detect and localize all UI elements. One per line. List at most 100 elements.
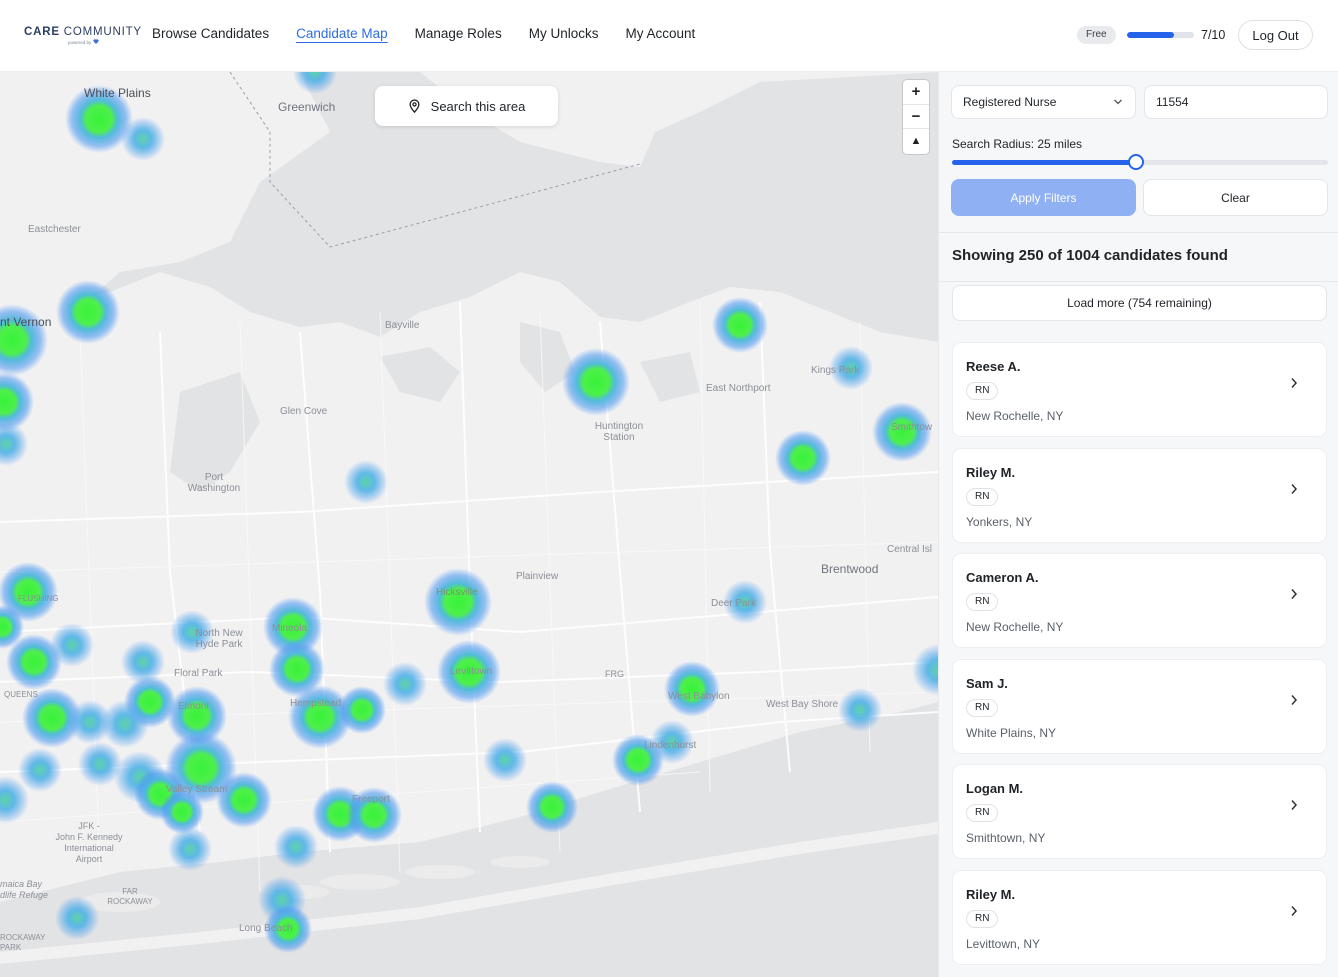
map-label-bayville: Bayville xyxy=(385,320,420,331)
map-label-central-islip: Central Isl xyxy=(887,544,933,555)
main-nav: Browse Candidates Candidate Map Manage R… xyxy=(152,26,695,41)
role-select[interactable]: Registered Nurse xyxy=(951,85,1136,119)
candidate-role-badge: RN xyxy=(966,698,999,717)
search-radius-label: Search Radius: 25 miles xyxy=(952,137,1083,151)
chevron-right-icon xyxy=(1290,693,1298,709)
unlock-usage-bar xyxy=(1127,32,1194,38)
candidate-card[interactable]: Reese A. RN New Rochelle, NY xyxy=(952,342,1327,437)
search-radius-slider[interactable] xyxy=(952,154,1328,170)
candidate-name: Riley M. xyxy=(966,886,1016,902)
nav-my-unlocks[interactable]: My Unlocks xyxy=(528,26,599,41)
map-label-brentwood: Brentwood xyxy=(821,562,879,576)
logo-tagline: powered by xyxy=(68,39,132,45)
map-label-greenwich: Greenwich xyxy=(278,100,336,114)
map-label-hempstead: Hempstead xyxy=(290,698,342,709)
chevron-right-icon xyxy=(1290,904,1298,920)
map-label-plainview: Plainview xyxy=(516,571,559,582)
apply-filters-button[interactable]: Apply Filters xyxy=(951,179,1136,216)
clear-filters-button[interactable]: Clear xyxy=(1143,179,1328,216)
map-label-flushing: FLUSHING xyxy=(18,594,59,603)
candidate-card[interactable]: Cameron A. RN New Rochelle, NY xyxy=(952,553,1327,649)
candidate-role-badge: RN xyxy=(966,909,999,928)
candidate-map[interactable]: White Plains Greenwich Eastchester nt Ve… xyxy=(0,72,938,977)
map-pin-icon xyxy=(409,99,420,113)
map-label-white-plains: White Plains xyxy=(84,86,151,100)
candidate-name: Reese A. xyxy=(966,359,1021,374)
map-label-hicksville: Hicksville xyxy=(436,587,478,598)
map-label-west-babylon: West Babylon xyxy=(668,691,730,702)
candidate-role-badge: RN xyxy=(966,804,999,823)
search-radius-slider-thumb[interactable] xyxy=(1128,154,1145,170)
candidate-name: Logan M. xyxy=(966,781,1024,797)
candidate-location: Yonkers, NY xyxy=(966,514,1033,529)
map-label-floral-park: Floral Park xyxy=(174,668,223,679)
zip-code-input[interactable] xyxy=(1144,85,1328,119)
candidate-role-badge: RN xyxy=(966,382,999,400)
map-label-west-bay-shore: West Bay Shore xyxy=(766,699,839,710)
map-label-jamaica-bay: maica Bay dlife Refuge xyxy=(0,879,49,900)
load-more-button[interactable]: Load more (754 remaining) xyxy=(952,285,1327,321)
map-label-smithtown: Smithtow xyxy=(891,422,933,433)
map-label-far-rockaway: FAR ROCKAWAY xyxy=(107,887,153,906)
map-label-eastchester: Eastchester xyxy=(28,224,81,235)
candidate-location: Smithtown, NY xyxy=(966,831,1046,846)
map-label-long-beach: Long Beach xyxy=(239,923,293,934)
chevron-right-icon xyxy=(1290,587,1298,603)
candidate-card[interactable]: Logan M. RN Smithtown, NY xyxy=(952,764,1327,860)
unlock-usage-fill xyxy=(1127,32,1174,38)
map-label-valley-stream: Valley Stream xyxy=(166,784,228,795)
map-label-elmont: Elmont xyxy=(178,701,210,712)
candidate-name: Cameron A. xyxy=(966,570,1039,586)
candidate-location: New Rochelle, NY xyxy=(966,409,1064,423)
logo-wordmark: CARE COMMUNITY xyxy=(24,26,142,38)
map-label-jfk-airport: JFK - John F. Kennedy International Airport xyxy=(55,821,123,864)
map-basemap xyxy=(0,72,938,977)
candidate-location: White Plains, NY xyxy=(966,725,1057,740)
chevron-right-icon xyxy=(1290,482,1298,498)
results-summary-bar: Showing 250 of 1004 candidates found xyxy=(939,232,1338,282)
candidate-name: Riley M. xyxy=(966,464,1016,480)
top-nav-bar: CARE COMMUNITY powered by Browse Candida… xyxy=(0,0,1338,72)
map-label-frg: FRG xyxy=(605,669,624,679)
candidate-card[interactable]: Sam J. RN White Plains, NY xyxy=(952,658,1327,754)
nav-candidate-map[interactable]: Candidate Map xyxy=(296,26,388,41)
search-this-area-label: Search this area xyxy=(430,98,526,114)
map-label-glen-cove: Glen Cove xyxy=(280,406,328,417)
heart-icon xyxy=(92,39,99,44)
results-summary: Showing 250 of 1004 candidates found xyxy=(952,247,1228,264)
search-radius-slider-fill xyxy=(952,160,1137,165)
map-label-kings-park: Kings Park xyxy=(811,365,860,376)
candidate-list: Reese A. RN New Rochelle, NY Riley M. RN… xyxy=(952,342,1327,976)
zoom-out-button[interactable]: − xyxy=(903,105,929,130)
map-label-huntington-station: Huntington Station xyxy=(594,421,644,443)
map-zoom-controls: + − ▲ xyxy=(903,80,929,154)
nav-my-account[interactable]: My Account xyxy=(625,26,696,41)
map-label-north-new-hyde-park: North New Hyde Park xyxy=(195,628,243,650)
plan-badge: Free xyxy=(1077,26,1116,44)
map-label-lindenhurst: Lindenhurst xyxy=(644,740,697,751)
candidate-card[interactable]: Riley M. RN Yonkers, NY xyxy=(952,447,1327,543)
candidate-role-badge: RN xyxy=(966,593,999,612)
zoom-in-button[interactable]: + xyxy=(903,80,929,105)
care-community-logo[interactable]: CARE COMMUNITY powered by xyxy=(24,26,142,50)
chevron-right-icon xyxy=(1290,798,1298,814)
reset-north-compass-icon[interactable]: ▲ xyxy=(910,135,922,148)
unlock-usage-text: 7/10 xyxy=(1201,28,1226,42)
chevron-down-icon xyxy=(1113,86,1123,132)
nav-browse-candidates[interactable]: Browse Candidates xyxy=(152,26,270,41)
chevron-right-icon xyxy=(1290,376,1298,392)
map-label-mount-vernon: nt Vernon xyxy=(0,315,52,329)
nav-manage-roles[interactable]: Manage Roles xyxy=(414,26,502,41)
map-label-rockaway-park: ROCKAWAY PARK xyxy=(0,933,46,952)
candidate-card[interactable]: Riley M. RN Levittown, NY xyxy=(952,869,1327,965)
candidate-name: Sam J. xyxy=(966,675,1008,691)
search-this-area-button[interactable]: Search this area xyxy=(375,86,558,126)
map-label-port-washington: Port Washington xyxy=(187,472,241,494)
role-select-value: Registered Nurse xyxy=(963,95,1057,109)
filter-panel: Registered Nurse Search Radius: 25 miles… xyxy=(939,72,1338,232)
map-label-queens: QUEENS xyxy=(4,690,38,699)
map-label-east-northport: East Northport xyxy=(706,383,771,394)
candidate-location: New Rochelle, NY xyxy=(966,620,1064,635)
candidate-location: Levittown, NY xyxy=(966,936,1041,951)
logout-button[interactable]: Log Out xyxy=(1238,20,1313,50)
